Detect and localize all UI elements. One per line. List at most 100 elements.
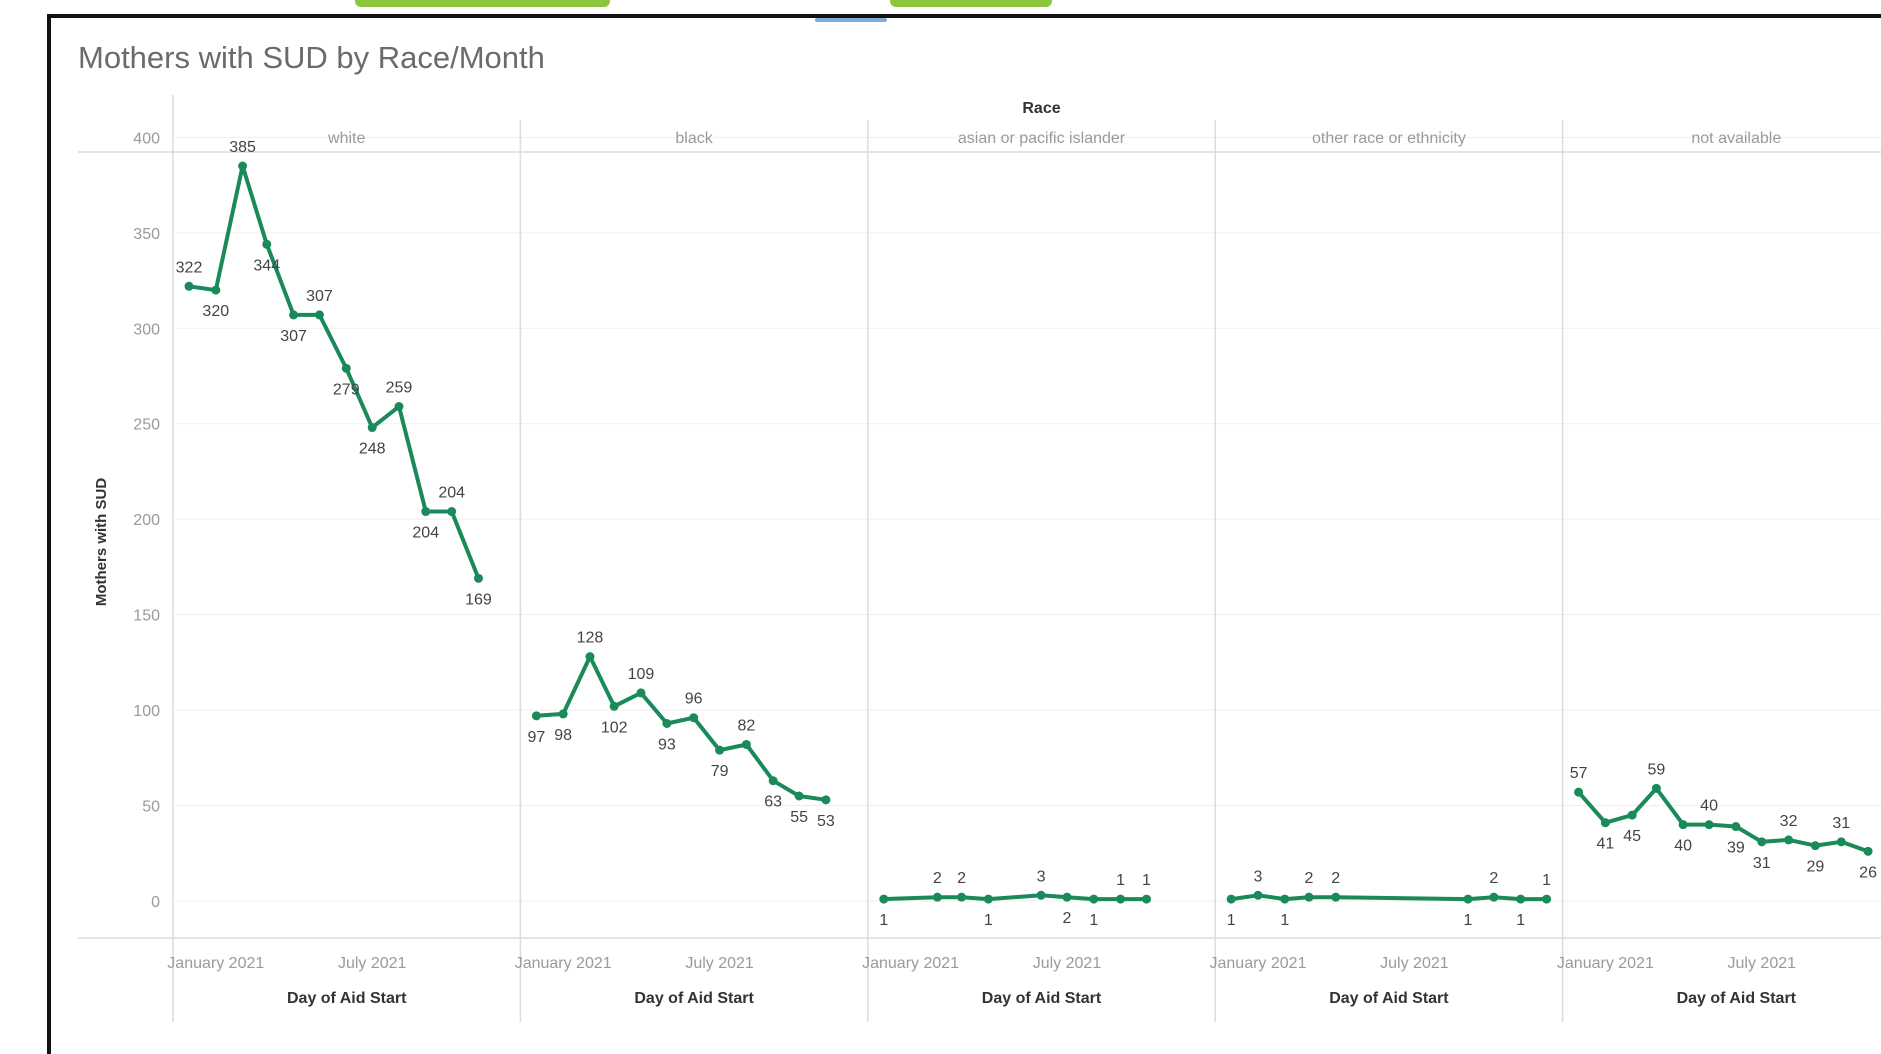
data-label: 344 xyxy=(253,257,280,274)
data-point xyxy=(367,423,377,433)
y-tick-label: 50 xyxy=(142,799,160,816)
x-tick-label: July 2021 xyxy=(338,955,407,972)
data-point xyxy=(1516,894,1526,904)
data-label: 1 xyxy=(1280,912,1289,929)
series-line-white xyxy=(188,164,481,580)
data-label: 1 xyxy=(1142,872,1151,889)
data-label: 320 xyxy=(202,303,229,320)
data-label: 79 xyxy=(711,763,729,780)
y-tick-label: 100 xyxy=(133,703,160,720)
data-label: 204 xyxy=(412,525,439,542)
x-tick-label: January 2021 xyxy=(167,955,264,972)
data-label: 97 xyxy=(528,729,546,746)
data-label: 279 xyxy=(333,381,360,398)
data-label: 2 xyxy=(1489,870,1498,887)
x-axis-title: Day of Aid Start xyxy=(982,990,1102,1007)
data-point xyxy=(447,507,457,517)
data-point xyxy=(1627,810,1637,820)
data-label: 2 xyxy=(1063,910,1072,927)
data-point xyxy=(1600,818,1610,828)
top-accent-bar xyxy=(355,0,610,7)
data-point xyxy=(662,718,672,728)
data-label: 40 xyxy=(1674,838,1692,855)
panel-header-not-available: not available xyxy=(1691,130,1781,147)
data-label: 1 xyxy=(1542,872,1551,889)
data-label: 57 xyxy=(1570,765,1588,782)
data-point xyxy=(473,573,483,583)
data-point xyxy=(609,701,619,711)
data-point xyxy=(1678,820,1688,830)
data-label: 45 xyxy=(1623,828,1641,845)
dashboard-frame xyxy=(47,14,1881,1054)
y-tick-label: 400 xyxy=(133,130,160,147)
data-point xyxy=(1863,846,1873,856)
data-point xyxy=(1226,894,1236,904)
data-point xyxy=(768,776,778,786)
data-point xyxy=(421,507,431,517)
data-label: 259 xyxy=(386,380,413,397)
panel-header-white: white xyxy=(327,130,365,147)
data-label: 1 xyxy=(1227,912,1236,929)
data-label: 109 xyxy=(628,666,655,683)
data-point xyxy=(1036,890,1046,900)
data-label: 40 xyxy=(1700,798,1718,815)
data-label: 128 xyxy=(577,630,604,647)
data-label: 41 xyxy=(1596,836,1614,853)
data-point xyxy=(1062,892,1072,902)
y-tick-label: 0 xyxy=(151,894,160,911)
data-label: 93 xyxy=(658,736,676,753)
data-point xyxy=(1116,894,1126,904)
data-point xyxy=(957,892,967,902)
data-label: 3 xyxy=(1254,868,1263,885)
data-label: 2 xyxy=(957,870,966,887)
data-point xyxy=(1836,837,1846,847)
x-tick-label: January 2021 xyxy=(1210,955,1307,972)
data-point xyxy=(341,363,351,373)
data-label: 322 xyxy=(176,259,203,276)
data-label: 2 xyxy=(1331,870,1340,887)
x-tick-label: January 2021 xyxy=(862,955,959,972)
x-tick-label: January 2021 xyxy=(515,955,612,972)
y-axis-title: Mothers with SUD xyxy=(93,478,110,607)
data-label: 248 xyxy=(359,441,386,458)
x-tick-label: July 2021 xyxy=(1033,955,1102,972)
data-label: 96 xyxy=(685,691,703,708)
data-label: 98 xyxy=(554,727,572,744)
data-point xyxy=(1731,822,1741,832)
data-point xyxy=(715,745,725,755)
data-label: 82 xyxy=(737,717,755,734)
panel-header-asian-or-pacific-islander: asian or pacific islander xyxy=(958,130,1126,147)
data-point xyxy=(636,688,646,698)
data-point xyxy=(983,894,993,904)
data-point xyxy=(1810,841,1820,851)
chart-svg: Race 0 50 100 150 200 250 300 350 400 Mothers with… xyxy=(78,95,1881,1022)
data-point xyxy=(1489,892,1499,902)
data-label: 2 xyxy=(933,870,942,887)
x-axis-title: Day of Aid Start xyxy=(287,990,407,1007)
data-point xyxy=(1331,892,1341,902)
data-label: 26 xyxy=(1859,864,1877,881)
data-label: 53 xyxy=(817,813,835,830)
data-point xyxy=(1574,787,1584,797)
data-point xyxy=(741,739,751,749)
data-label: 102 xyxy=(601,719,628,736)
data-label: 307 xyxy=(306,288,333,305)
data-label: 55 xyxy=(790,809,808,826)
series-line-not-available xyxy=(1577,786,1869,854)
data-point xyxy=(184,281,194,291)
data-label: 1 xyxy=(1116,872,1125,889)
data-point xyxy=(211,285,221,295)
data-point xyxy=(1784,835,1794,845)
y-tick-label: 200 xyxy=(133,512,160,529)
data-point xyxy=(1704,820,1714,830)
data-point xyxy=(558,709,568,719)
x-tick-label: July 2021 xyxy=(1380,955,1449,972)
data-label: 204 xyxy=(438,485,465,502)
data-point xyxy=(879,894,889,904)
data-point xyxy=(1253,890,1263,900)
y-tick-label: 250 xyxy=(133,417,160,434)
data-label: 2 xyxy=(1305,870,1314,887)
data-label: 39 xyxy=(1727,840,1745,857)
x-axis-title: Day of Aid Start xyxy=(1329,990,1449,1007)
series-line-asian-or-pacific-islander xyxy=(883,893,1147,902)
